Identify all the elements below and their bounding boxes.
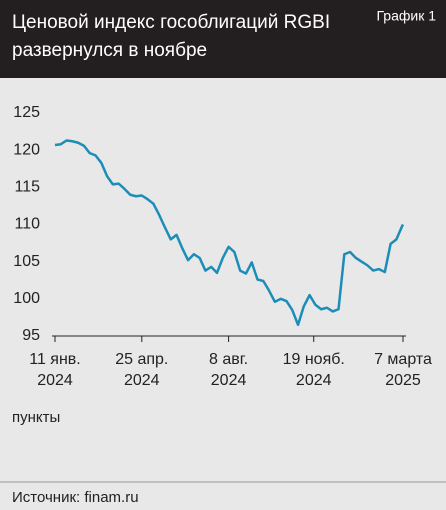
x-tick-label: 2024 <box>211 372 247 389</box>
x-tick-label: 11 янв. <box>29 351 81 368</box>
y-tick-label: 105 <box>13 253 40 270</box>
x-tick-label: 7 марта <box>374 351 432 368</box>
y-tick-label: 95 <box>22 327 40 344</box>
x-tick-label: 25 апр. <box>115 351 168 368</box>
x-tick-label: 19 нояб. <box>283 351 345 368</box>
chart-title: Ценовой индекс гособлигаций RGBI <box>12 12 330 33</box>
x-tick-label: 2024 <box>37 372 73 389</box>
x-tick-label: 2024 <box>124 372 160 389</box>
line <box>54 139 405 327</box>
y-tick-label: 115 <box>14 179 40 196</box>
y-tick-label: 120 <box>13 141 40 158</box>
source: Источник: finam.ru <box>12 489 139 506</box>
y-axis-label: пункты <box>12 409 60 426</box>
y-tick-label: 110 <box>14 216 40 233</box>
y-tick-label: 100 <box>13 290 40 307</box>
y-tick-label: 125 <box>13 104 40 121</box>
chart-label: График 1 <box>376 8 436 24</box>
chart-title: развернулся в ноябре <box>12 40 207 61</box>
x-tick-label: 8 авг. <box>209 351 248 368</box>
x-tick-label: 2025 <box>385 372 421 389</box>
header <box>0 0 446 78</box>
x-tick-label: 2024 <box>296 372 332 389</box>
